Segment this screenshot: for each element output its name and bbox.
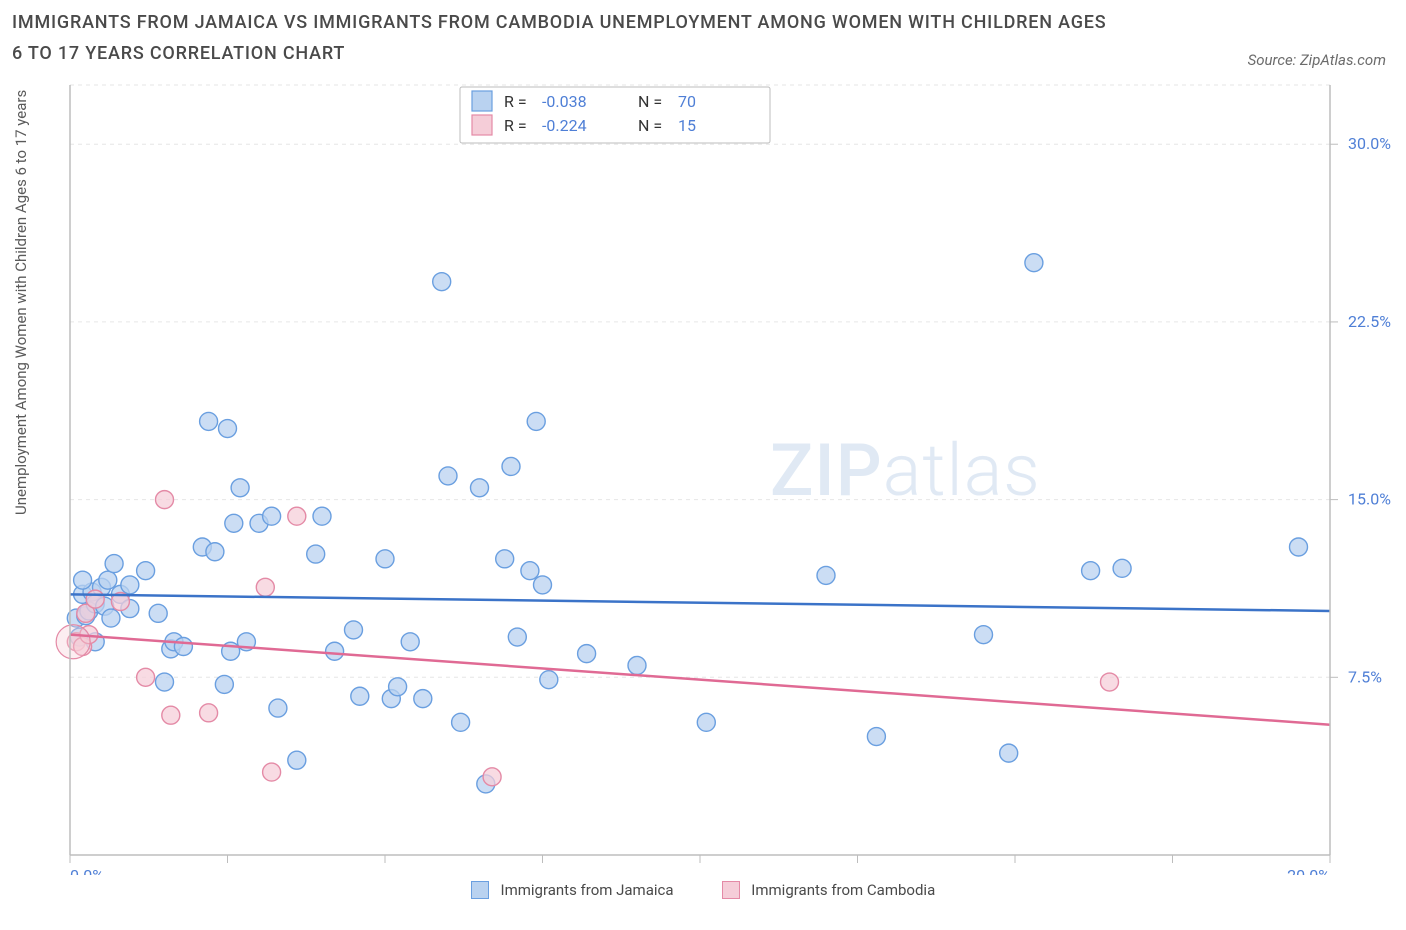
chart-container: Unemployment Among Women with Children A…: [0, 75, 1406, 875]
svg-text:0.0%: 0.0%: [70, 866, 104, 875]
legend-label-jamaica: Immigrants from Jamaica: [500, 881, 673, 899]
bottom-legend: Immigrants from Jamaica Immigrants from …: [0, 881, 1406, 899]
scatter-chart: ZIPatlas 0.0% 20.0% 7.5% 15.0% 22.5% 30.0% R …: [0, 75, 1406, 875]
svg-text:N =: N =: [638, 92, 662, 111]
legend-swatch-jamaica: [471, 881, 489, 899]
svg-text:7.5%: 7.5%: [1348, 667, 1382, 686]
header-row: IMMIGRANTS FROM JAMAICA VS IMMIGRANTS FR…: [0, 0, 1406, 69]
svg-text:-0.224: -0.224: [542, 116, 587, 135]
watermark: ZIPatlas: [770, 428, 1041, 513]
svg-text:15: 15: [678, 116, 696, 135]
legend-swatch-cambodia: [722, 881, 740, 899]
svg-text:R =: R =: [504, 116, 527, 135]
y-axis-label: Unemployment Among Women with Children A…: [12, 90, 30, 515]
chart-title: IMMIGRANTS FROM JAMAICA VS IMMIGRANTS FR…: [12, 8, 1112, 69]
legend-label-cambodia: Immigrants from Cambodia: [751, 881, 935, 899]
legend-item-cambodia: Immigrants from Cambodia: [722, 881, 936, 899]
svg-text:15.0%: 15.0%: [1348, 490, 1391, 509]
svg-text:70: 70: [678, 92, 696, 111]
svg-text:22.5%: 22.5%: [1348, 312, 1391, 331]
source-label: Source: ZipAtlas.com: [1248, 51, 1386, 69]
svg-text:20.0%: 20.0%: [1287, 866, 1330, 875]
svg-text:N =: N =: [638, 116, 662, 135]
legend-item-jamaica: Immigrants from Jamaica: [471, 881, 674, 899]
svg-text:R =: R =: [504, 92, 527, 111]
svg-text:30.0%: 30.0%: [1348, 134, 1391, 153]
svg-text:-0.038: -0.038: [542, 92, 587, 111]
